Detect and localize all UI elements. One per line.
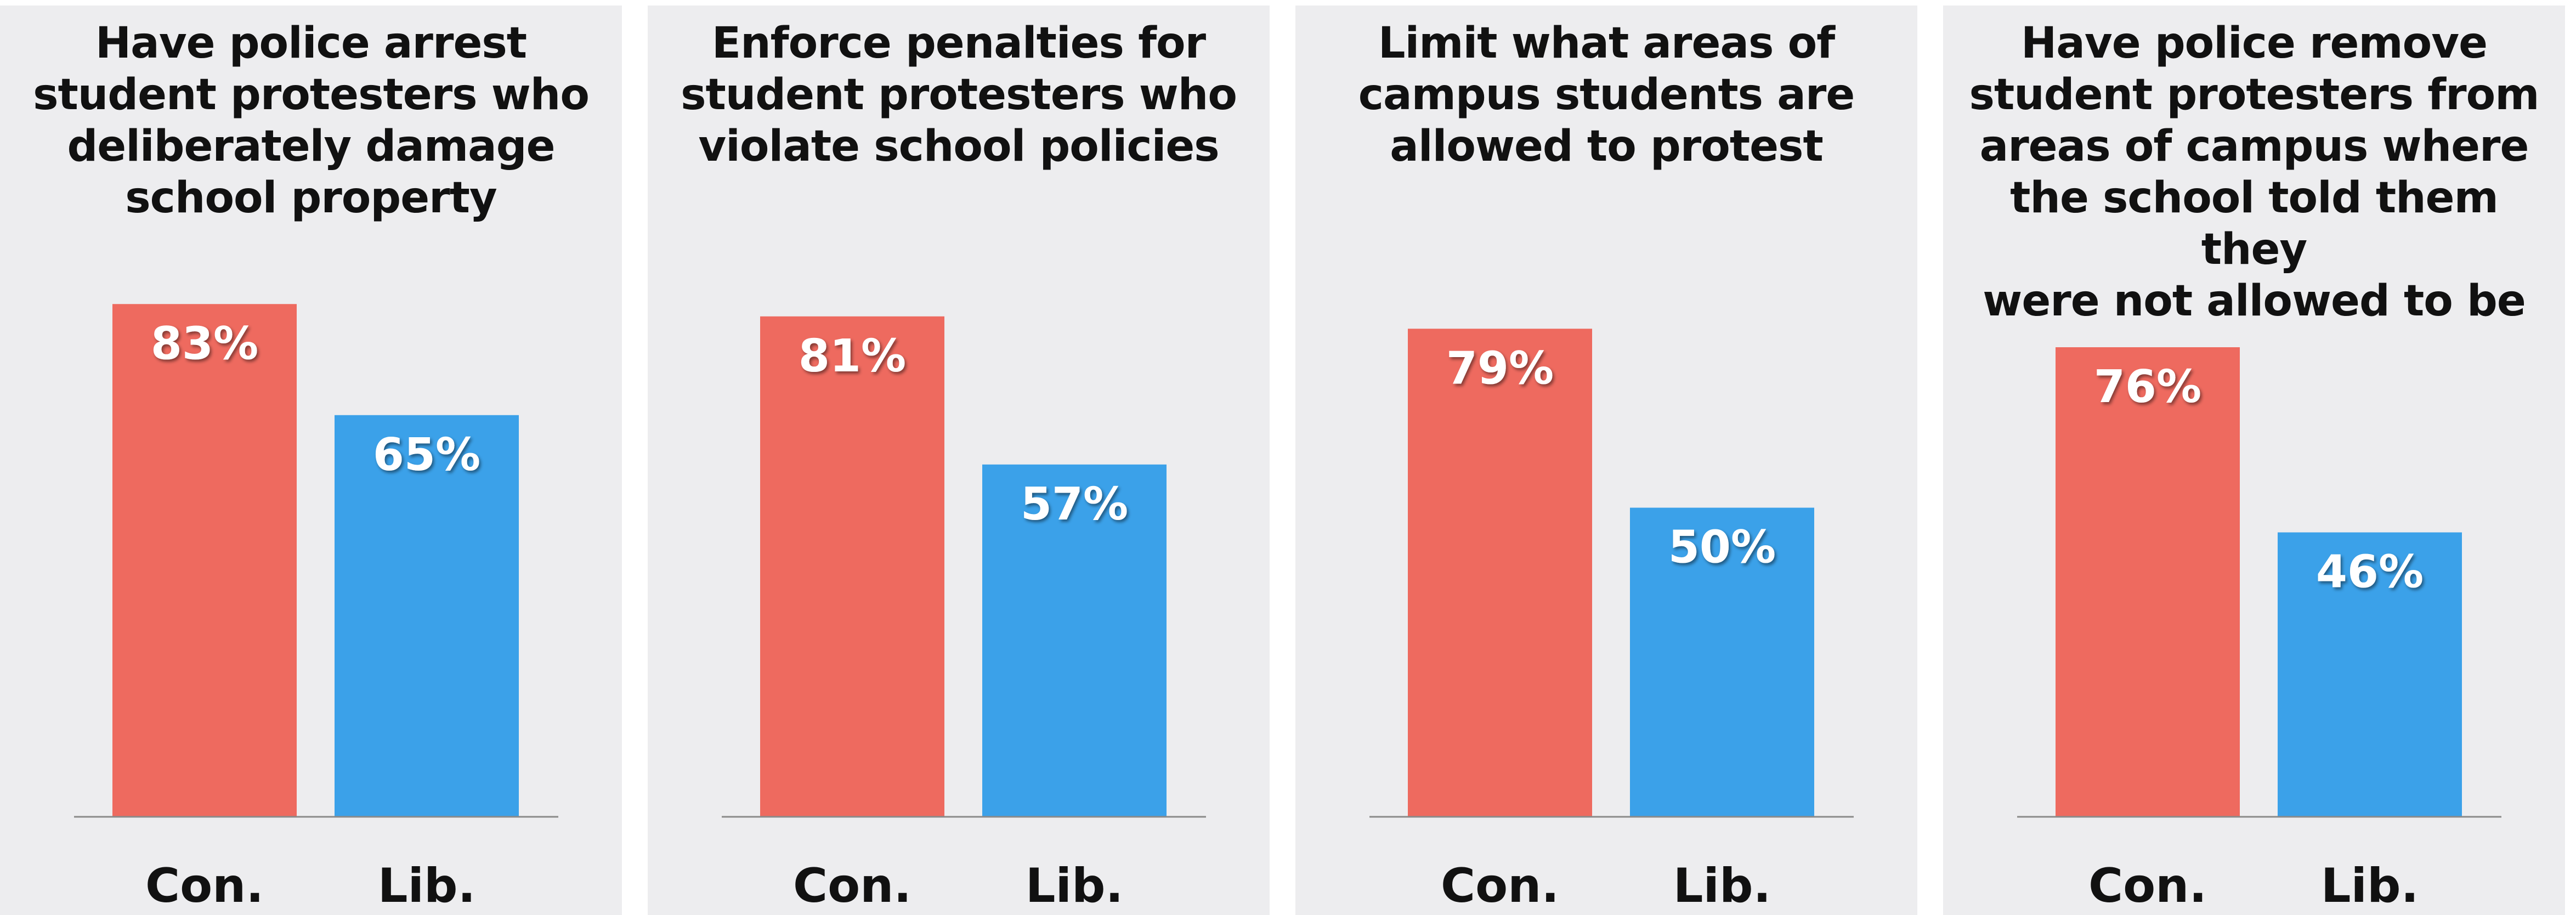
category-label: Con. [793,858,911,913]
category-label: Lib. [2321,858,2419,913]
bar-con [760,316,944,816]
chart-title-1: Have police arrest student protesters wh… [11,18,611,224]
bar-con [2056,347,2240,816]
bar-value-label: 57% [1021,478,1128,530]
bar-chart-1: 83% Con. 65% Lib. [74,304,558,913]
chart-panel-2: Enforce penalties for student protesters… [648,5,1270,915]
bar-con [112,304,297,816]
bar-value-label: 76% [2094,361,2201,413]
category-label: Lib. [1026,858,1124,913]
chart-panel-3: Limit what areas of campus students are … [1295,5,1917,915]
category-label: Con. [145,858,264,913]
title-line: allowed to protest [1390,122,1823,171]
title-line: the school told them they [2010,173,2499,274]
category-label: Con. [1441,858,1559,913]
chart-panel-1: Have police arrest student protesters wh… [0,5,622,915]
bar-lib [982,464,1167,816]
title-line: areas of campus where [1979,122,2529,171]
bar-chart-2: 81% Con. 57% Lib. [722,316,1206,913]
title-line: Limit what areas of [1378,19,1835,68]
chart-title-3: Limit what areas of campus students are … [1306,18,1906,172]
chart-title-2: Enforce penalties for student protesters… [659,18,1259,172]
bar-chart-4: 76% Con. 46% Lib. [2017,347,2501,913]
bar-value-label: 83% [151,318,258,370]
bar-lib [335,415,519,816]
bar-lib [1630,507,1814,816]
title-line: violate school policies [698,122,1219,171]
title-line: Enforce penalties for [711,19,1206,68]
bar-value-label: 81% [799,330,906,382]
bar-con [1408,329,1592,816]
chart-panel-4: Have police remove student protesters fr… [1943,5,2565,915]
title-line: Have police remove [2021,19,2488,68]
title-line: student protesters who [681,70,1237,120]
bar-value-label: 50% [1668,522,1776,574]
title-line: student protesters who [33,70,590,120]
title-line: Have police arrest [95,19,527,68]
category-label: Lib. [1673,858,1771,913]
bar-value-label: 79% [1446,342,1554,394]
chart-title-4: Have police remove student protesters fr… [1954,18,2554,327]
title-line: student protesters from [1969,70,2540,120]
bar-value-label: 46% [2316,546,2424,598]
bar-chart-3: 79% Con. 50% Lib. [1369,329,1854,913]
title-line: school property [125,173,497,223]
bar-value-label: 65% [373,429,480,481]
bar-lib [2278,532,2462,816]
title-line: deliberately damage [67,122,555,171]
category-label: Con. [2088,858,2207,913]
title-line: were not allowed to be [1983,276,2526,326]
title-line: campus students are [1358,70,1855,120]
category-label: Lib. [378,858,476,913]
